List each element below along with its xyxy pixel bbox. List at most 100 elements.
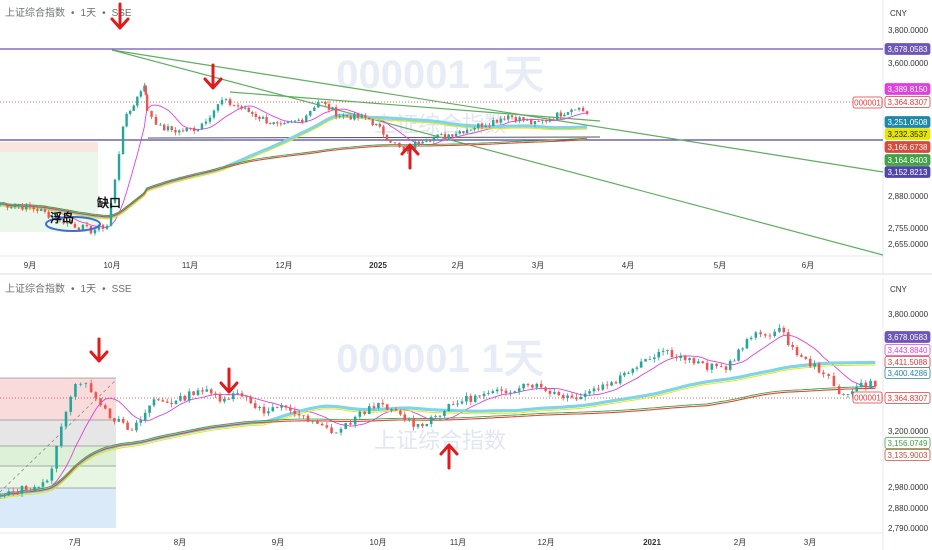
- candle[interactable]: [518, 116, 521, 124]
- candle[interactable]: [719, 362, 723, 368]
- candle[interactable]: [465, 127, 469, 135]
- candle[interactable]: [11, 487, 15, 497]
- candle[interactable]: [45, 479, 49, 484]
- candle[interactable]: [573, 109, 577, 111]
- candle[interactable]: [754, 330, 758, 341]
- top-trendline-lower[interactable]: [111, 49, 884, 256]
- candle[interactable]: [166, 124, 170, 132]
- top-trendline-mid[interactable]: [229, 91, 601, 122]
- candle[interactable]: [174, 400, 178, 405]
- candle[interactable]: [209, 388, 213, 396]
- candle[interactable]: [614, 380, 618, 385]
- candle[interactable]: [808, 355, 812, 369]
- candle[interactable]: [514, 115, 518, 124]
- candle[interactable]: [517, 385, 521, 395]
- candle[interactable]: [855, 383, 859, 392]
- candle[interactable]: [526, 383, 530, 388]
- candle[interactable]: [109, 200, 113, 227]
- candle[interactable]: [683, 354, 687, 364]
- candle[interactable]: [16, 488, 19, 496]
- candle[interactable]: [271, 403, 275, 412]
- candle[interactable]: [305, 114, 308, 123]
- candle[interactable]: [261, 115, 265, 120]
- candle[interactable]: [17, 204, 20, 209]
- candle[interactable]: [822, 369, 825, 378]
- candle[interactable]: [832, 372, 836, 387]
- candle[interactable]: [192, 126, 196, 135]
- candle[interactable]: [311, 420, 315, 424]
- candle[interactable]: [510, 114, 514, 120]
- candle[interactable]: [236, 389, 239, 395]
- candle[interactable]: [417, 140, 421, 146]
- candle[interactable]: [243, 105, 247, 110]
- candle[interactable]: [143, 82, 146, 92]
- candle[interactable]: [301, 118, 304, 125]
- candle[interactable]: [782, 325, 786, 336]
- candle[interactable]: [306, 413, 310, 423]
- candle[interactable]: [434, 414, 437, 418]
- candle[interactable]: [349, 114, 352, 120]
- candle[interactable]: [240, 390, 244, 398]
- candle[interactable]: [192, 390, 195, 396]
- candle[interactable]: [443, 131, 447, 141]
- candle[interactable]: [371, 118, 374, 127]
- candle[interactable]: [150, 110, 153, 120]
- candle[interactable]: [3, 493, 6, 498]
- candle[interactable]: [21, 202, 24, 211]
- candle[interactable]: [393, 142, 397, 144]
- candle[interactable]: [280, 403, 283, 411]
- candle[interactable]: [705, 359, 709, 372]
- candle[interactable]: [136, 96, 139, 108]
- candle[interactable]: [349, 419, 352, 427]
- candle[interactable]: [533, 121, 537, 128]
- candle[interactable]: [428, 138, 432, 143]
- candle[interactable]: [492, 117, 495, 127]
- candle[interactable]: [385, 134, 389, 142]
- candle[interactable]: [473, 126, 476, 132]
- candle[interactable]: [381, 399, 385, 407]
- candle[interactable]: [297, 118, 300, 122]
- candle[interactable]: [544, 119, 548, 124]
- candle[interactable]: [425, 138, 428, 143]
- candle[interactable]: [196, 387, 200, 397]
- candle[interactable]: [101, 223, 105, 232]
- candle[interactable]: [7, 488, 11, 497]
- candle[interactable]: [443, 410, 446, 419]
- candle[interactable]: [103, 403, 107, 410]
- candle[interactable]: [480, 122, 484, 130]
- candle[interactable]: [231, 391, 235, 402]
- candle[interactable]: [488, 122, 491, 129]
- candle[interactable]: [200, 122, 204, 131]
- candle[interactable]: [121, 126, 125, 155]
- candle[interactable]: [344, 422, 348, 430]
- candle[interactable]: [276, 121, 279, 127]
- candle[interactable]: [570, 392, 574, 399]
- candle[interactable]: [174, 127, 177, 136]
- candle[interactable]: [320, 101, 324, 104]
- candle[interactable]: [148, 405, 151, 417]
- candle[interactable]: [331, 106, 334, 110]
- candle[interactable]: [69, 395, 73, 416]
- candle[interactable]: [421, 422, 424, 429]
- candle[interactable]: [477, 123, 480, 131]
- candle[interactable]: [275, 406, 279, 409]
- candle[interactable]: [178, 129, 181, 136]
- candle[interactable]: [353, 415, 357, 428]
- candle[interactable]: [185, 127, 188, 132]
- candle[interactable]: [535, 382, 539, 390]
- candle[interactable]: [125, 112, 128, 128]
- candle[interactable]: [416, 423, 420, 429]
- candle[interactable]: [81, 223, 85, 230]
- candle[interactable]: [94, 391, 98, 402]
- candle[interactable]: [531, 384, 534, 389]
- candle[interactable]: [0, 202, 2, 208]
- candle[interactable]: [482, 390, 486, 400]
- candle[interactable]: [462, 131, 465, 135]
- candle[interactable]: [36, 207, 39, 214]
- candle[interactable]: [800, 353, 803, 358]
- candle[interactable]: [284, 405, 288, 411]
- candle[interactable]: [412, 415, 415, 431]
- candle[interactable]: [93, 229, 97, 236]
- candle[interactable]: [152, 396, 156, 408]
- candle[interactable]: [313, 106, 316, 111]
